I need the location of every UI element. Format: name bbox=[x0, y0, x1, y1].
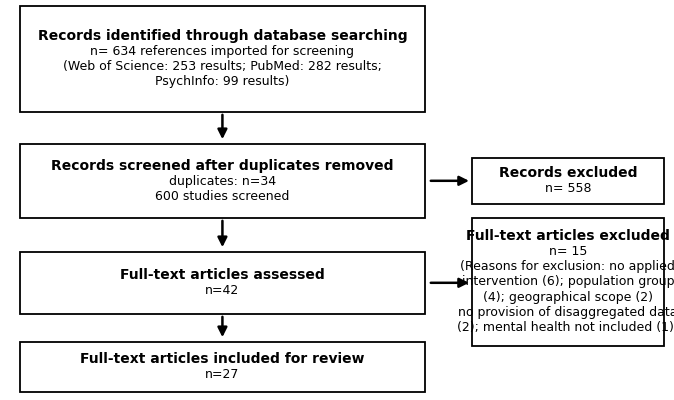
Text: no provision of disaggregated data: no provision of disaggregated data bbox=[458, 306, 674, 319]
Text: 600 studies screened: 600 studies screened bbox=[155, 190, 290, 203]
Text: n=27: n=27 bbox=[205, 368, 240, 381]
Text: Full-text articles excluded: Full-text articles excluded bbox=[466, 229, 670, 243]
Text: Full-text articles assessed: Full-text articles assessed bbox=[120, 268, 325, 282]
Text: n= 558: n= 558 bbox=[545, 182, 591, 195]
Text: n= 15: n= 15 bbox=[549, 245, 587, 258]
Text: (Web of Science: 253 results; PubMed: 282 results;: (Web of Science: 253 results; PubMed: 28… bbox=[63, 60, 382, 73]
FancyBboxPatch shape bbox=[20, 252, 425, 314]
FancyBboxPatch shape bbox=[472, 158, 664, 204]
Text: (2); mental health not included (1)): (2); mental health not included (1)) bbox=[457, 321, 674, 334]
Text: n=42: n=42 bbox=[206, 284, 239, 297]
Text: duplicates: n=34: duplicates: n=34 bbox=[169, 174, 276, 188]
Text: n= 634 references imported for screening: n= 634 references imported for screening bbox=[90, 45, 355, 58]
Text: Records screened after duplicates removed: Records screened after duplicates remove… bbox=[51, 159, 394, 173]
Text: Records excluded: Records excluded bbox=[499, 166, 637, 180]
Text: (Reasons for exclusion: no applied: (Reasons for exclusion: no applied bbox=[460, 260, 674, 273]
Text: PsychInfo: 99 results): PsychInfo: 99 results) bbox=[155, 75, 290, 88]
Text: Records identified through database searching: Records identified through database sear… bbox=[38, 29, 407, 43]
FancyBboxPatch shape bbox=[472, 218, 664, 346]
FancyBboxPatch shape bbox=[20, 144, 425, 218]
FancyBboxPatch shape bbox=[20, 6, 425, 112]
Text: Full-text articles included for review: Full-text articles included for review bbox=[80, 352, 365, 366]
Text: (4); geographical scope (2): (4); geographical scope (2) bbox=[483, 291, 653, 304]
FancyBboxPatch shape bbox=[20, 342, 425, 392]
Text: intervention (6); population group: intervention (6); population group bbox=[462, 276, 674, 288]
